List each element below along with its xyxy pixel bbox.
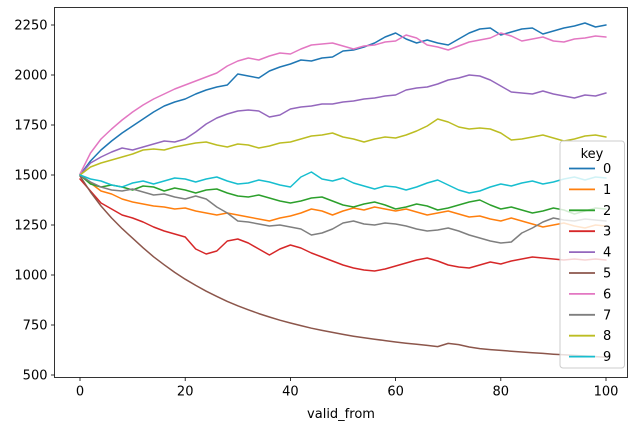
legend-entry-label: 7	[603, 308, 611, 323]
plot-border	[54, 7, 628, 378]
legend-box	[559, 140, 625, 369]
series-line-8	[79, 118, 607, 176]
legend-entry-3: 3	[569, 225, 611, 240]
legend-entry-label: 5	[603, 267, 611, 282]
legend-entry-label: 4	[603, 246, 611, 261]
legend-entry-6: 6	[569, 287, 611, 302]
legend-entry-4: 4	[569, 246, 611, 261]
series-line-6	[79, 32, 607, 175]
legend-entry-9: 9	[569, 350, 611, 365]
plot-series	[79, 22, 607, 358]
legend-entry-label: 6	[603, 287, 611, 302]
x-tick-label: 40	[282, 385, 299, 400]
x-tick-label: 100	[594, 385, 619, 400]
x-tick-label: 20	[177, 385, 194, 400]
series-line-2	[79, 174, 607, 215]
series-line-4	[79, 74, 607, 176]
series-line-0	[79, 22, 607, 176]
legend-entry-label: 8	[603, 329, 611, 344]
legend-entry-label: 0	[603, 162, 611, 177]
legend-entry-1: 1	[569, 183, 611, 198]
x-axis: 0 20 40 60 80 100	[76, 377, 619, 400]
y-tick-label: 2250	[14, 19, 47, 34]
series-line-3	[79, 178, 607, 272]
y-tick-label: 750	[23, 319, 48, 334]
legend-entry-2: 2	[569, 204, 611, 219]
legend-entry-7: 7	[569, 308, 611, 323]
series-line-9	[79, 171, 607, 194]
y-tick-label: 2000	[14, 69, 47, 84]
x-tick-label: 60	[387, 385, 404, 400]
y-tick-label: 1500	[14, 169, 47, 184]
y-tick-label: 500	[23, 369, 48, 384]
series-line-5	[79, 175, 607, 358]
legend-entry-8: 8	[569, 329, 611, 344]
x-axis-label: valid_from	[307, 407, 375, 422]
legend-entry-5: 5	[569, 267, 611, 282]
legend-entry-0: 0	[569, 162, 611, 177]
series-line-1	[79, 174, 607, 229]
legend-entry-label: 9	[603, 350, 611, 365]
legend-entry-label: 2	[603, 204, 611, 219]
y-axis: 500 750 1000 1250 1500 1750 2000 2250	[14, 19, 55, 384]
legend-title: key	[581, 147, 604, 162]
x-tick-label: 0	[76, 385, 84, 400]
y-tick-label: 1250	[14, 219, 47, 234]
y-tick-label: 1000	[14, 269, 47, 284]
y-tick-label: 1750	[14, 119, 47, 134]
legend-entry-label: 1	[603, 183, 611, 198]
x-tick-label: 80	[493, 385, 510, 400]
series-line-7	[79, 174, 607, 244]
legend-entry-label: 3	[603, 225, 611, 240]
